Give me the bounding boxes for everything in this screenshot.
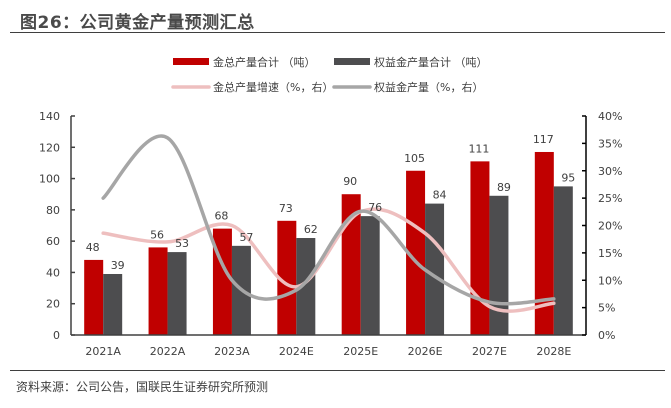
- right-tick-label: 25%: [598, 192, 622, 205]
- bar-gold-total: [148, 247, 168, 335]
- left-tick-label: 120: [39, 141, 60, 154]
- data-label: 89: [497, 181, 511, 194]
- x-tick-label: 2027E: [472, 345, 507, 358]
- bar-gold-total: [534, 151, 554, 335]
- legend-swatch: [334, 58, 370, 65]
- x-tick-label: 2021A: [85, 345, 121, 358]
- right-tick-label: 40%: [598, 110, 622, 123]
- data-labels-layer: 48 56 68 73 90 105 111 117 39 53 57 62 76 84 89 95: [86, 133, 576, 272]
- axes-layer: 0 20 40 60 80 100 120 140 0% 5% 10% 15% 20% 25% 30% 35%…: [39, 110, 622, 358]
- legend-item: 权益金产量合计 （吨）: [334, 55, 488, 69]
- bar-gold-total: [341, 194, 361, 335]
- legend-label: 权益金产量（%，右）: [374, 80, 483, 94]
- legend-item: 金总产量合计 （吨）: [173, 55, 316, 69]
- x-tick-label: 2025E: [343, 345, 378, 358]
- bar-equity-gold: [167, 252, 187, 335]
- data-label: 117: [533, 133, 554, 146]
- bar-gold-total: [406, 170, 426, 335]
- left-tick-label: 60: [46, 235, 60, 248]
- data-label: 62: [304, 223, 318, 236]
- left-tick-label: 20: [46, 298, 60, 311]
- right-tick-label: 20%: [598, 220, 622, 233]
- data-label: 105: [404, 152, 425, 165]
- data-label: 111: [468, 142, 489, 155]
- legend-item: 权益金产量（%，右）: [332, 80, 483, 94]
- left-tick-label: 0: [53, 329, 60, 342]
- right-tick-label: 0%: [598, 329, 615, 342]
- x-tick-label: 2028E: [536, 345, 571, 358]
- figure-title: 图26：公司黄金产量预测汇总: [20, 13, 255, 33]
- data-label: 56: [150, 228, 164, 241]
- legend-label: 权益金产量合计 （吨）: [374, 55, 488, 69]
- data-label: 53: [175, 237, 189, 250]
- source-note: 资料来源：公司公告，国联民生证券研究所预测: [16, 380, 269, 394]
- data-label: 73: [279, 202, 293, 215]
- right-tick-label: 35%: [598, 137, 622, 150]
- x-tick-label: 2022A: [150, 345, 186, 358]
- x-tick-label: 2026E: [408, 345, 443, 358]
- bar-gold-total: [470, 161, 490, 335]
- left-tick-label: 40: [46, 266, 60, 279]
- data-label: 95: [561, 171, 575, 184]
- bar-equity-gold: [360, 216, 380, 335]
- data-label: 39: [111, 259, 125, 272]
- bar-gold-total: [84, 259, 104, 335]
- line-equity-growth: [101, 134, 556, 306]
- data-label: 84: [433, 189, 447, 202]
- bar-equity-gold: [489, 195, 509, 335]
- left-tick-label: 80: [46, 204, 60, 217]
- title-divider: [10, 32, 665, 33]
- data-label: 68: [214, 210, 228, 223]
- lines-layer: [101, 134, 556, 313]
- left-tick-label: 100: [39, 173, 60, 186]
- right-tick-label: 30%: [598, 165, 622, 178]
- x-tick-label: 2024E: [279, 345, 314, 358]
- bar-equity-gold: [425, 203, 445, 335]
- bar-equity-gold: [553, 186, 573, 335]
- footer-divider: [10, 370, 665, 371]
- right-tick-label: 5%: [598, 302, 615, 315]
- data-label: 76: [368, 201, 382, 214]
- right-tick-label: 15%: [598, 247, 622, 260]
- legend-swatch: [173, 58, 209, 65]
- x-tick-label: 2023A: [214, 345, 250, 358]
- legend-label: 金总产量合计 （吨）: [213, 55, 316, 69]
- legend: 金总产量合计 （吨） 权益金产量合计 （吨） 金总产量增速（%，右） 权益金产量（%，…: [171, 55, 488, 94]
- bar-equity-gold: [103, 273, 123, 335]
- legend-label: 金总产量增速（%，右）: [213, 80, 333, 94]
- left-tick-label: 140: [39, 110, 60, 123]
- data-label: 57: [239, 231, 253, 244]
- bars-layer: [84, 151, 573, 335]
- bar-gold-total: [277, 220, 297, 335]
- data-label: 48: [86, 241, 100, 254]
- bar-equity-gold: [296, 238, 316, 335]
- right-tick-label: 10%: [598, 274, 622, 287]
- data-label: 90: [343, 175, 357, 188]
- legend-item: 金总产量增速（%，右）: [171, 80, 333, 94]
